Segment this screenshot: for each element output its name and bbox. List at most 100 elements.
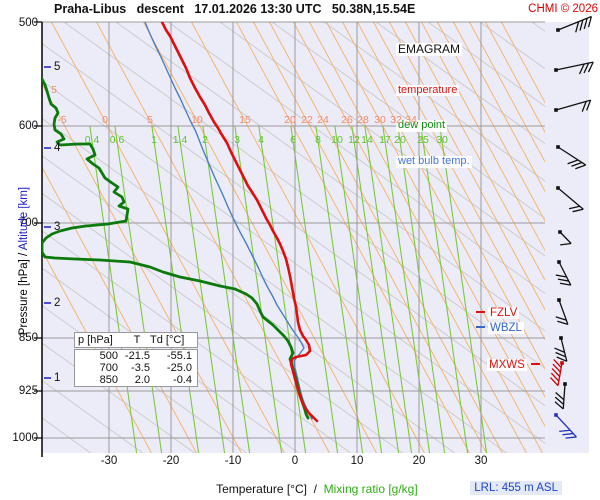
mixing-ratio-label: 0.4 xyxy=(84,134,100,146)
wind-barb xyxy=(556,145,587,170)
mixing-ratio-line xyxy=(364,125,413,453)
wind-barb-feather xyxy=(556,356,568,362)
sounding-table-cell: -0.4 xyxy=(173,374,192,386)
mixing-ratio-line xyxy=(177,125,226,453)
mixing-ratio-axis-title: Mixing ratio [g/kg] xyxy=(323,481,418,496)
wind-barb-feather xyxy=(550,377,559,387)
dry-adiabat-line xyxy=(236,22,470,453)
temperature-axis-title: Temperature [°C] xyxy=(216,481,307,496)
wind-barb xyxy=(554,336,568,362)
moist-adiabat-line xyxy=(42,80,545,444)
dry-adiabat-label: 10 xyxy=(191,114,203,126)
wind-barb-feather xyxy=(579,19,584,31)
wind-barb-feather xyxy=(571,161,583,167)
wind-barb xyxy=(554,413,577,439)
legend-title: EMAGRAM xyxy=(396,42,463,57)
dry-adiabat-line xyxy=(469,22,545,163)
dry-adiabat-label: 20 xyxy=(284,114,296,126)
temperature-tick-label: -10 xyxy=(224,455,242,467)
altitude-tick-label: 5 xyxy=(54,61,61,73)
wind-barb-staff xyxy=(555,99,591,111)
dry-adiabat-label: -5 xyxy=(57,114,67,126)
wind-barb-staff xyxy=(558,261,572,286)
wind-barb-feather xyxy=(554,396,565,405)
wind-barb xyxy=(556,15,593,33)
pressure-tick-label: 1000 xyxy=(12,432,38,444)
wind-barb-staff xyxy=(558,299,569,325)
pressure-tick-label: 850 xyxy=(18,332,38,344)
wind-barb-feather xyxy=(555,274,567,278)
wind-barb-feather xyxy=(560,242,572,246)
mixing-ratio-line xyxy=(258,125,307,453)
dry-adiabat-line xyxy=(501,22,545,104)
mxws-annotation: MXWS xyxy=(487,359,540,372)
wind-barb xyxy=(554,61,594,75)
mixing-ratio-label: 2 xyxy=(202,134,208,146)
wind-barb xyxy=(555,298,569,326)
pressure-axis-title: Pressure [hPa] xyxy=(18,259,31,336)
dry-adiabat-label: 24 xyxy=(317,114,329,126)
mixing-ratio-label: 8 xyxy=(315,134,321,146)
wind-barb-feather xyxy=(554,401,564,410)
wind-barb-feather xyxy=(555,392,565,401)
wind-barb-feather xyxy=(583,18,588,30)
dry-adiabat-line xyxy=(326,22,545,428)
legend-wet-bulb: wet bulb temp. xyxy=(396,155,472,168)
mixing-ratio-line xyxy=(351,125,400,453)
wind-barb-feather xyxy=(567,159,579,165)
pressure-tick-label: 600 xyxy=(18,120,38,132)
altitude-tick-label: 3 xyxy=(54,221,61,233)
wind-barb-feather xyxy=(587,16,593,28)
wind-barb-feather xyxy=(575,164,586,170)
wind-barb-feather xyxy=(555,351,566,358)
wind-barb xyxy=(558,230,572,246)
dry-adiabat-line xyxy=(485,22,545,134)
mixing-ratio-line xyxy=(439,125,488,453)
dry-adiabat-line xyxy=(437,22,545,222)
wind-barb-feather xyxy=(581,101,587,112)
wind-barb-feather xyxy=(572,208,584,213)
pressure-tick-label: 925 xyxy=(18,385,38,397)
wind-barb-feather xyxy=(578,63,585,75)
mixing-ratio-line xyxy=(202,125,251,453)
mixing-ratio-label: 30 xyxy=(436,134,448,146)
mixing-ratio-line xyxy=(397,125,446,453)
dry-adiabat-label: 22 xyxy=(301,114,313,126)
wind-barb xyxy=(555,260,572,286)
mixing-ratio-label: 14 xyxy=(361,134,373,146)
moist-adiabat-line xyxy=(42,117,507,453)
mixing-ratio-label: 3 xyxy=(234,134,240,146)
sounding-table-body: 500 -21.5 -55.1 700 -3.5 -25.0 850 2.0 -0.4 xyxy=(74,349,198,387)
sounding-table-row: 700 -3.5 -25.0 xyxy=(75,362,197,374)
altitude-tick-label: 1 xyxy=(54,372,61,384)
y-axis-title: Pressure [hPa] / Altitude [km] xyxy=(18,186,31,336)
mixing-ratio-label: 17 xyxy=(379,134,391,146)
dry-adiabat-label: 34 xyxy=(405,114,417,126)
fzlv-marker-line xyxy=(476,310,485,313)
copyright-text: CHMI © 2026 xyxy=(528,3,598,15)
dry-adiabat-line xyxy=(269,22,503,453)
legend-dew-point: dew point xyxy=(396,119,448,132)
moist-adiabat-line xyxy=(63,22,545,369)
mixing-ratio-label: 1 xyxy=(151,134,157,146)
wbzl-marker-line xyxy=(476,325,485,328)
wind-barb xyxy=(550,359,564,387)
wind-barb-staff xyxy=(562,383,566,409)
mixing-ratio-label: 10 xyxy=(331,134,343,146)
temperature-tick-label: -30 xyxy=(100,455,118,467)
wind-barb-staff xyxy=(560,337,568,362)
mixing-ratio-line xyxy=(420,125,469,453)
dry-adiabat-label: 30 xyxy=(374,114,386,126)
sounding-table: p [hPa] T Td [°C] 500 -21.5 -55.1 700 -3.5 -25.… xyxy=(74,332,198,387)
wind-barb-staff xyxy=(555,61,594,71)
wind-barb-feather xyxy=(551,368,561,378)
dry-adiabat-line xyxy=(293,22,527,453)
wind-barb-feather xyxy=(583,62,590,74)
dry-adiabat-line xyxy=(253,22,487,453)
sounding-table-cell: -55.1 xyxy=(166,350,192,362)
sounding-table-header: p [hPa] T Td [°C] xyxy=(74,332,198,348)
wind-barb-feather xyxy=(557,320,569,326)
wind-barb-feather xyxy=(552,363,561,373)
